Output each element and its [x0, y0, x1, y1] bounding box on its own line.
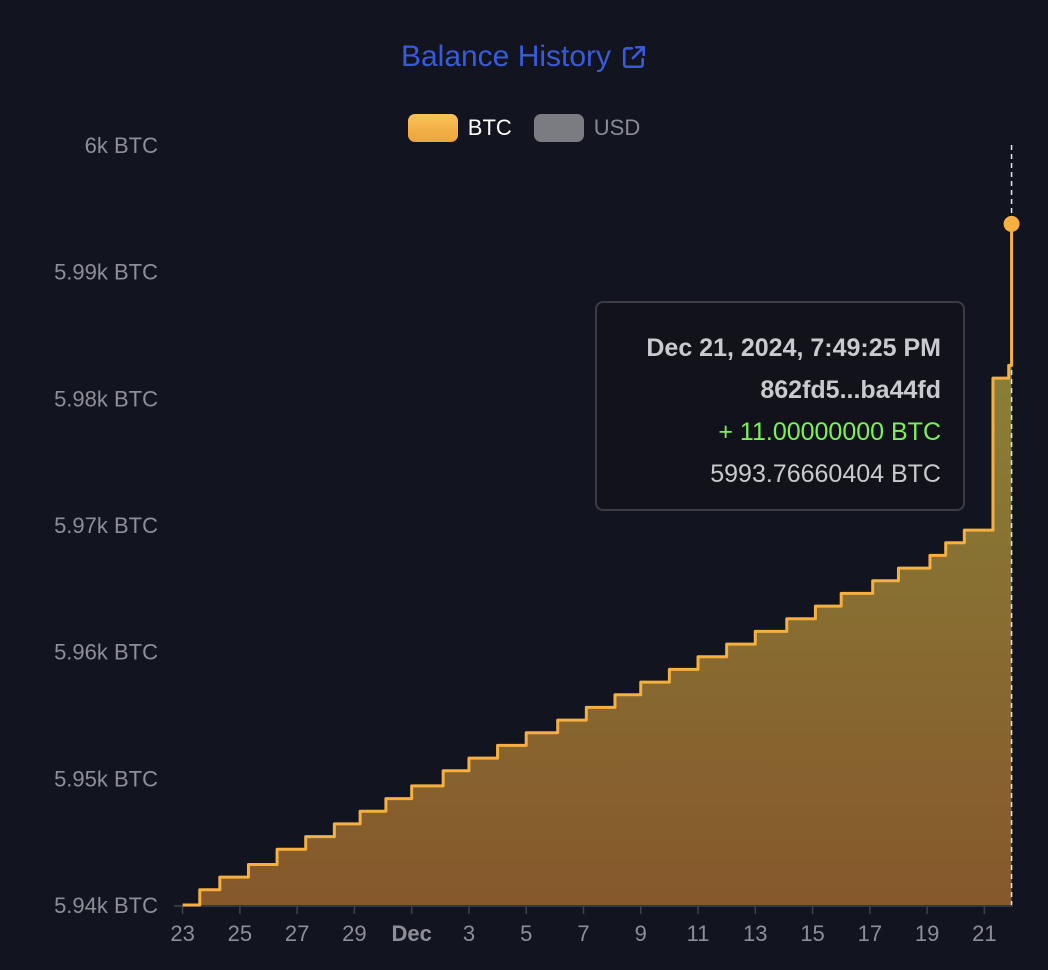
y-tick-label: 5.94k BTC [54, 893, 158, 918]
legend-item-usd[interactable]: USD [533, 114, 641, 142]
tooltip-change: + 11.00000000 BTC [718, 418, 941, 446]
x-tick-label: 7 [577, 921, 589, 946]
x-tick-label: 29 [342, 921, 366, 946]
x-tick-label: Dec [391, 921, 431, 946]
series-btc-area [182, 223, 1012, 905]
x-tick-label: 27 [285, 921, 309, 946]
x-tick-label: 5 [520, 921, 532, 946]
legend-swatch-btc [407, 114, 458, 142]
legend-item-btc[interactable]: BTC [407, 114, 512, 142]
x-tick-label: 19 [915, 921, 939, 946]
chart-tooltip: Dec 21, 2024, 7:49:25 PM 862fd5...ba44fd… [595, 301, 965, 511]
y-tick-label: 5.98k BTC [54, 386, 158, 411]
x-tick-label: 15 [800, 921, 824, 946]
hovered-point[interactable] [1003, 215, 1020, 232]
x-tick-label: 23 [170, 921, 194, 946]
x-tick-label: 17 [858, 921, 882, 946]
y-tick-label: 5.95k BTC [54, 766, 158, 791]
page-title: Balance History [400, 40, 612, 73]
x-tick-label: 3 [463, 921, 475, 946]
x-tick-label: 25 [228, 921, 252, 946]
series-btc-line [182, 223, 1014, 907]
balance-history-link[interactable]: Balance History [401, 40, 647, 74]
x-tick-label: 9 [635, 921, 647, 946]
y-tick-label: 5.99k BTC [54, 260, 158, 285]
external-link-icon [622, 45, 646, 69]
legend-label-btc: BTC [467, 115, 512, 140]
x-tick-label: 13 [743, 921, 767, 946]
y-tick-label: 5.97k BTC [54, 513, 158, 538]
y-tick-label: 5.96k BTC [54, 640, 158, 665]
chart-legend: BTC USD [0, 114, 1048, 142]
legend-swatch-usd [533, 114, 584, 142]
x-tick-label: 21 [972, 921, 996, 946]
legend-label-usd: USD [593, 115, 641, 140]
tooltip-tx-hash: 862fd5...ba44fd [760, 376, 941, 404]
y-tick-label: 6k BTC [85, 133, 158, 158]
tooltip-date: Dec 21, 2024, 7:49:25 PM [646, 334, 941, 362]
tooltip-balance: 5993.76660404 BTC [710, 460, 941, 488]
x-tick-label: 11 [687, 921, 710, 946]
